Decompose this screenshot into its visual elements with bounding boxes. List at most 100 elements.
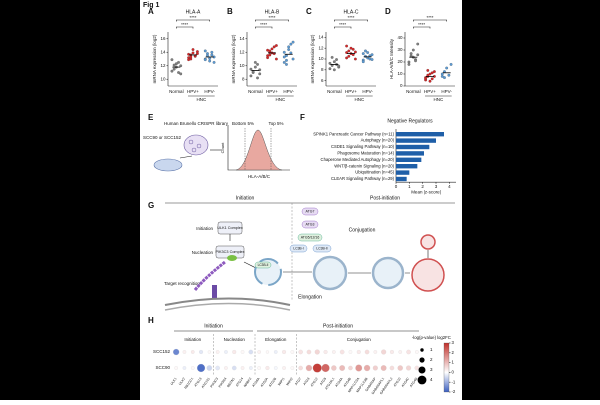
data-point [187, 58, 191, 62]
dot [282, 366, 286, 370]
plasmid [188, 139, 194, 145]
data-point [411, 48, 415, 52]
data-point [407, 60, 411, 64]
column-label: RB1CC1 [184, 377, 195, 390]
panel-label: D [385, 7, 391, 16]
y-tick-label: 0 [400, 83, 403, 88]
dot [364, 349, 370, 355]
dot [224, 350, 228, 354]
dot [174, 366, 178, 370]
x-tick-label: HPV+ [187, 89, 199, 94]
y-tick-label: Ubiquitination (n=45) [355, 170, 394, 175]
column-label: ATG10 [393, 377, 402, 388]
group-label: HNC [433, 97, 443, 102]
panel-label: A [148, 7, 154, 16]
y-tick-label: 14 [318, 35, 324, 40]
significance-bracket [334, 19, 368, 22]
y-tick-label: 12 [318, 45, 324, 50]
data-point [364, 49, 367, 53]
y-tick-label: 10 [318, 56, 324, 61]
x-axis-label: HLA-A/B/C [248, 174, 271, 179]
panel-g: G Initiation Post-initiation Initiation … [148, 195, 455, 311]
data-point [330, 55, 334, 59]
data-point [366, 51, 370, 54]
data-point [370, 53, 374, 57]
y-tick-label: 30 [397, 47, 403, 52]
data-point [291, 57, 295, 61]
step-label: Conjugation [349, 227, 376, 233]
significance-bracket [176, 26, 194, 29]
column-label: ATG14 [235, 377, 244, 388]
dot [363, 364, 371, 372]
data-point [287, 45, 291, 49]
colorbar [443, 342, 450, 393]
dot [232, 365, 237, 371]
y-axis-label: mRNA expression (log2) [231, 34, 236, 83]
dot [290, 366, 295, 370]
column-label: ATG2B [268, 376, 278, 388]
column-label: ULK2 [178, 377, 186, 386]
dot [415, 350, 419, 354]
colorbar-label: -2 [452, 389, 456, 394]
y-tick-label: Phagosome Maturation (n=14) [337, 151, 394, 156]
data-point [189, 55, 193, 59]
arrow [283, 250, 429, 274]
data-point [170, 69, 174, 73]
data-point [270, 47, 274, 51]
x-tick-label: HPV+ [424, 89, 436, 94]
dot [248, 349, 254, 355]
data-point [426, 68, 430, 72]
lysosome [420, 234, 436, 250]
dot [398, 350, 403, 354]
data-point [287, 48, 291, 51]
histogram [235, 129, 283, 171]
gate-label: Bottom 5% [232, 121, 254, 126]
plasmid [196, 143, 202, 149]
dot [356, 350, 361, 354]
column-label: ATG13 [193, 377, 202, 388]
dot [348, 365, 353, 371]
data-point [272, 45, 276, 49]
panel-label: B [227, 7, 233, 16]
size-legend-dot [418, 366, 426, 374]
y-tick-label: WNT/β-catenin Signaling (n=20) [334, 163, 394, 168]
significance-bracket [413, 19, 447, 22]
x-tick-label: Normal [169, 89, 184, 94]
data-point [289, 51, 293, 55]
dot [332, 350, 336, 354]
plasmid [191, 147, 197, 153]
lc3-label: LC3B-II [258, 263, 269, 267]
complex-label: PIK3C3 Complex [215, 250, 244, 254]
data-point [206, 52, 209, 55]
data-point [445, 66, 449, 70]
panel-label: C [306, 7, 312, 16]
protein-label: LC3B-II [316, 246, 327, 250]
y-tick-label: 6 [321, 78, 324, 83]
receptor [212, 285, 217, 299]
colorbar-label: 0 [452, 370, 455, 375]
y-tick-label: 20 [397, 59, 403, 64]
panel-label: F [300, 113, 305, 122]
dot [273, 366, 278, 370]
dot [389, 350, 394, 354]
column-label: ULK1 [170, 377, 178, 386]
y-tick-label: 40 [397, 35, 403, 40]
data-point [447, 73, 451, 77]
dot [190, 366, 195, 370]
data-point [256, 76, 259, 80]
protein-pill [301, 220, 319, 229]
data-point [179, 64, 183, 68]
data-point [282, 60, 286, 64]
bar [396, 164, 418, 169]
data-point [424, 77, 428, 81]
data-point [354, 50, 357, 54]
data-point [282, 50, 286, 54]
x-tick-label: 4 [448, 184, 451, 189]
dot [273, 350, 278, 354]
size-legend-dot [417, 375, 427, 385]
group-label: HNC [196, 97, 206, 102]
data-point [195, 52, 199, 55]
right-margin [462, 0, 600, 400]
y-tick-label: SPINK1 Pancreatic Cancer Pathway (n=11) [313, 131, 394, 136]
